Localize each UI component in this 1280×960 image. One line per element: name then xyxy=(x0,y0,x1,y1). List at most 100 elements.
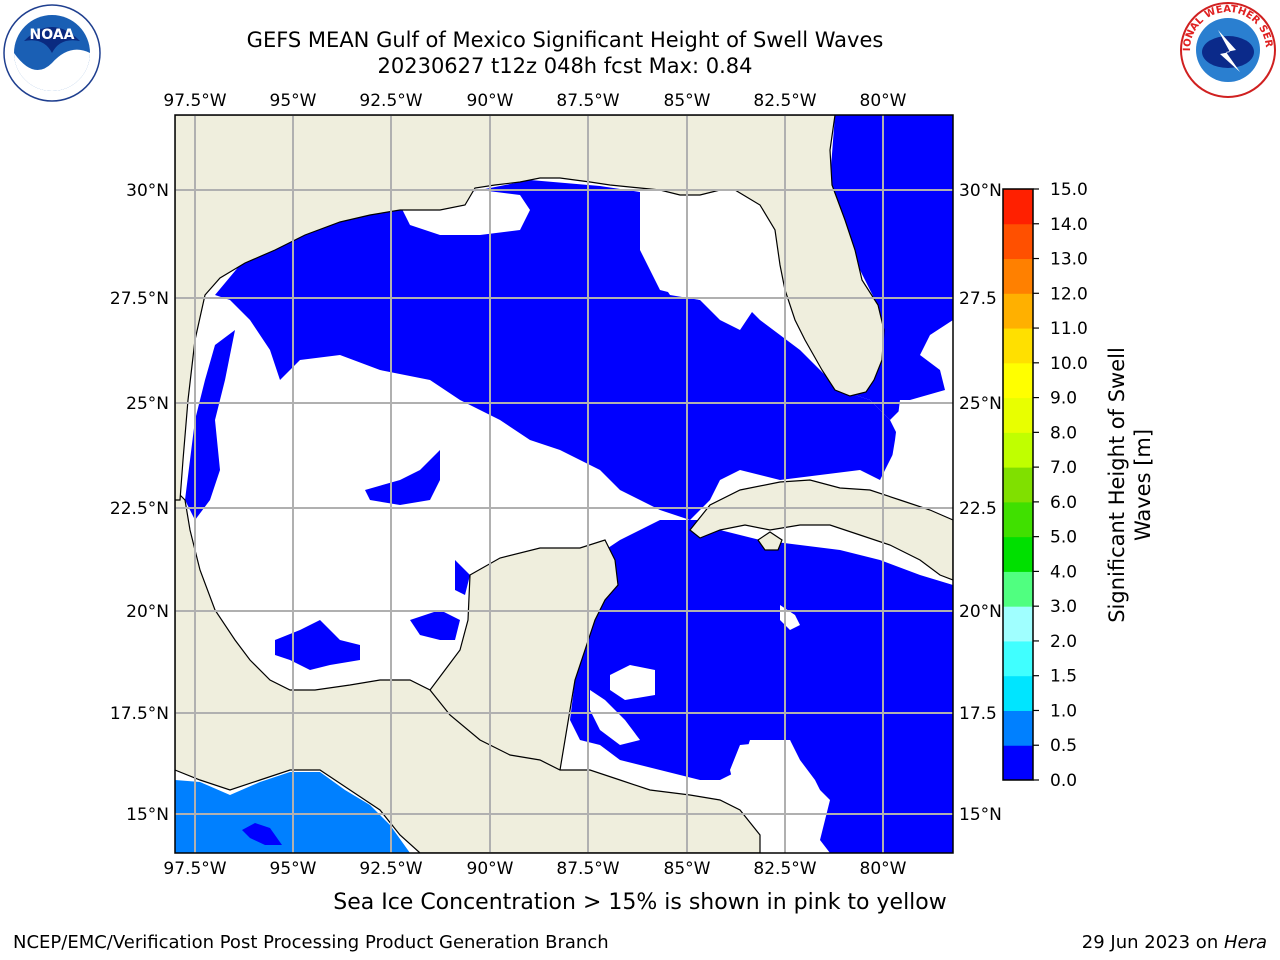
colorbar-segment xyxy=(1003,432,1033,468)
latitude-label-right: 30°N xyxy=(959,181,1002,201)
colorbar-segment xyxy=(1003,571,1033,607)
colorbar-tick-label: 15.0 xyxy=(1050,180,1088,200)
map-frame xyxy=(174,114,954,854)
colorbar-tick-label: 1.5 xyxy=(1050,667,1077,687)
colorbar-tick-label: 7.0 xyxy=(1050,458,1077,478)
latitude-label-left: 22.5°N xyxy=(110,499,169,519)
colorbar-tick-label: 13.0 xyxy=(1050,250,1088,270)
footer-credit: NCEP/EMC/Verification Post Processing Pr… xyxy=(13,932,609,953)
colorbar-tick-label: 12.0 xyxy=(1050,284,1088,304)
colorbar-segment xyxy=(1003,640,1033,677)
colorbar-segment xyxy=(1003,675,1033,711)
north-gulf-no-swell-1 xyxy=(640,192,775,330)
footer-date-text: 29 Jun 2023 on xyxy=(1081,932,1224,953)
colorbar-segment xyxy=(1003,362,1033,399)
longitude-label-top: 90°W xyxy=(467,91,514,111)
caribbean-no-swell-1 xyxy=(610,665,655,700)
swell-low-patch-3 xyxy=(410,610,460,640)
swell-low-patch-4 xyxy=(455,560,470,595)
latitude-labels-right: 30°N 27.5 25°N 22.5 20°N 17.5 15°N xyxy=(959,181,1002,825)
footer-machine: Hera xyxy=(1223,932,1267,953)
longitude-label-top: 85°W xyxy=(664,91,711,111)
colorbar-tick-label: 0.5 xyxy=(1050,736,1077,756)
swell-low-east xyxy=(830,115,953,420)
map-subtitle: 20230627 t12z 048h fcst Max: 0.84 xyxy=(377,54,753,78)
longitude-label-top: 80°W xyxy=(860,91,907,111)
map-title: GEFS MEAN Gulf of Mexico Significant Hei… xyxy=(246,28,884,52)
latitude-label-left: 20°N xyxy=(126,602,169,622)
colorbar-label-line1: Significant Height of Swell xyxy=(1105,347,1129,623)
latitude-label-left: 17.5°N xyxy=(110,704,169,724)
land-yucatan-peninsula xyxy=(429,539,619,781)
latitude-label-left: 27.5°N xyxy=(110,289,169,309)
latitude-label-right: 27.5 xyxy=(959,289,997,309)
colorbar-segment xyxy=(1003,606,1033,642)
colorbar-tick-label: 2.0 xyxy=(1050,632,1077,652)
caribbean-no-swell-3 xyxy=(730,740,825,850)
colorbar-tick-label: 9.0 xyxy=(1050,389,1077,409)
latitude-label-right: 17.5 xyxy=(959,704,997,724)
map-area xyxy=(175,115,953,853)
colorbar-segment xyxy=(1003,258,1033,294)
colorbar-segment xyxy=(1003,397,1033,433)
noaa-logo-text: NOAA xyxy=(30,27,75,43)
colorbar-frame xyxy=(1002,188,1034,781)
colorbar-tick-label: 10.0 xyxy=(1050,354,1088,374)
land-cuba xyxy=(689,479,953,581)
swell-low-patch-1 xyxy=(275,620,360,670)
pacific-swell-low-patch xyxy=(242,823,282,845)
latitude-label-left: 25°N xyxy=(126,394,169,414)
florida-strait-no-swell xyxy=(890,400,953,520)
colorbar-segment xyxy=(1003,536,1033,572)
swell-low-west xyxy=(185,330,235,520)
colorbar-tick-label: 14.0 xyxy=(1050,215,1088,235)
latitude-label-right: 15°N xyxy=(959,805,1002,825)
longitude-label-top: 95°W xyxy=(270,91,317,111)
land-isla-juventud xyxy=(757,531,783,551)
longitude-label-bottom: 82.5°W xyxy=(753,859,816,879)
longitude-label-top: 97.5°W xyxy=(163,91,226,111)
sea-ice-note: Sea Ice Concentration > 15% is shown in … xyxy=(333,890,947,915)
colorbar-segment xyxy=(1003,710,1033,746)
longitude-label-bottom: 92.5°W xyxy=(359,859,422,879)
footer-date: 29 Jun 2023 on Hera xyxy=(1082,932,1267,953)
longitude-label-bottom: 97.5°W xyxy=(163,859,226,879)
colorbar-tick-label: 8.0 xyxy=(1050,423,1077,443)
colorbar-tick-label: 5.0 xyxy=(1050,528,1077,548)
latitude-label-right: 22.5 xyxy=(959,499,997,519)
colorbar-segment xyxy=(1003,501,1033,538)
noaa-logo-icon: NOAA xyxy=(3,4,101,102)
colorbar-segment xyxy=(1003,223,1033,260)
swell-low-north xyxy=(215,180,900,520)
latitude-label-left: 30°N xyxy=(126,181,169,201)
colorbar-label-line2: Waves [m] xyxy=(1131,429,1155,541)
swell-low-caribbean xyxy=(570,520,953,853)
colorbar-segment xyxy=(1003,467,1033,503)
colorbar-tick-label: 6.0 xyxy=(1050,493,1077,513)
longitude-label-bottom: 80°W xyxy=(860,859,907,879)
longitude-label-top: 82.5°W xyxy=(753,91,816,111)
longitude-label-bottom: 85°W xyxy=(664,859,711,879)
longitude-labels-bottom: 97.5°W 95°W 92.5°W 90°W 87.5°W 85°W 82.5°W 80°W xyxy=(163,859,906,879)
colorbar-tick-label: 0.0 xyxy=(1050,771,1077,791)
colorbar: 15.0 14.0 13.0 12.0 11.0 10.0 9.0 8.0 7.0 6.0 5.0 4… xyxy=(1002,180,1088,791)
colorbar-tick-label: 11.0 xyxy=(1050,319,1088,339)
swell-low-patch-2 xyxy=(365,450,440,505)
longitude-label-bottom: 90°W xyxy=(467,859,514,879)
latitude-label-right: 20°N xyxy=(959,602,1002,622)
caribbean-no-swell-2 xyxy=(590,690,640,745)
colorbar-tick-label: 1.0 xyxy=(1050,701,1077,721)
latitude-label-right: 25°N xyxy=(959,394,1002,414)
colorbar-tick-label: 3.0 xyxy=(1050,597,1077,617)
map-gridlines xyxy=(175,115,953,853)
longitude-labels-top: 97.5°W 95°W 92.5°W 90°W 87.5°W 85°W 82.5°W 80°W xyxy=(163,91,906,111)
colorbar-segment xyxy=(1003,293,1033,329)
longitude-label-bottom: 87.5°W xyxy=(556,859,619,879)
longitude-label-top: 87.5°W xyxy=(556,91,619,111)
colorbar-segment xyxy=(1003,189,1033,225)
colorbar-tick-label: 4.0 xyxy=(1050,562,1077,582)
latitude-label-left: 15°N xyxy=(126,805,169,825)
colorbar-segment xyxy=(1003,328,1033,364)
land-mexico-south xyxy=(175,489,761,853)
